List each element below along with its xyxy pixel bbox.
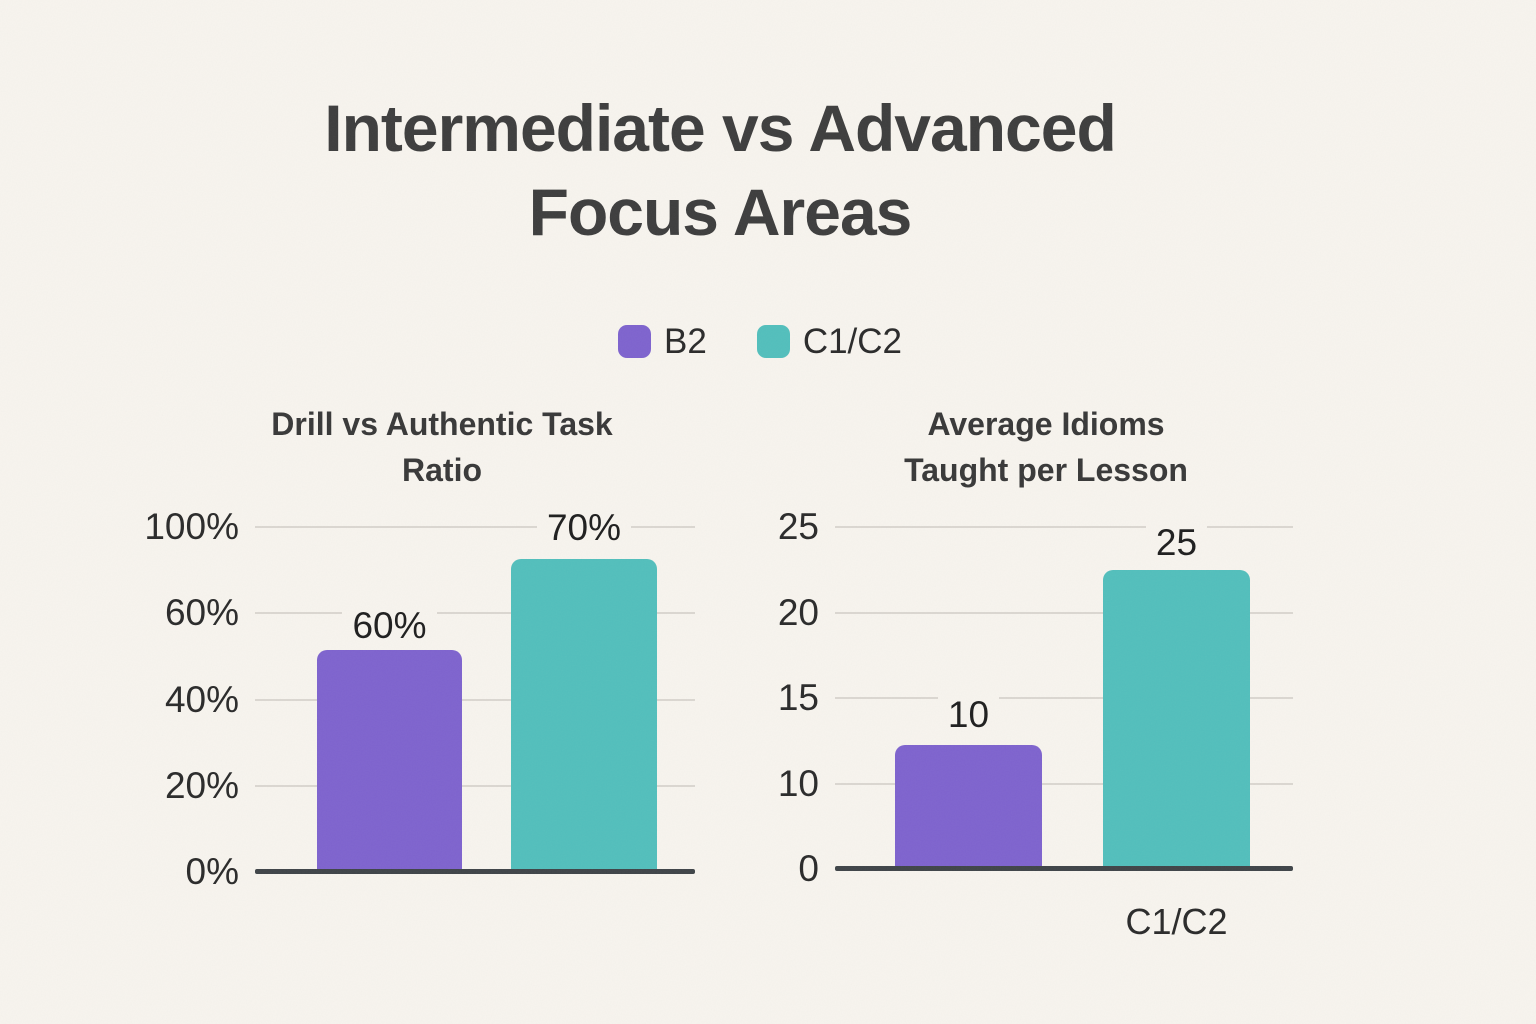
left-chart-title: Drill vs Authentic Task Ratio [192,401,692,493]
legend-item-b2: B2 [618,324,707,359]
legend-swatch-b2-icon [618,325,651,358]
left-chart-title-line2: Ratio [402,452,482,488]
left-bar-c1c2 [511,559,657,872]
right-ytick-20: 20 [777,591,819,633]
right-value-label-b2: 10 [895,692,1042,738]
page-title-line2: Focus Areas [528,175,913,249]
left-ytick-20: 20% [164,764,239,806]
legend-item-c1c2: C1/C2 [756,322,903,361]
left-ytick-40: 40% [164,678,239,720]
legend-label-b2: B2 [664,322,707,361]
right-ytick-10: 10 [777,762,819,804]
right-chart-plot: 25 20 15 10 0 10 25 C1/C2 [778,506,1293,942]
left-bar-b2 [317,650,462,872]
right-bar-c1c2 [1103,570,1250,869]
right-xtick-c1c2: C1/C2 [1125,901,1228,942]
right-x-axis-line [835,866,1293,871]
left-ytick-100: 100% [144,506,239,547]
right-ytick-25: 25 [777,506,819,547]
right-chart-title: Average Idioms Taught per Lesson [796,401,1296,493]
left-value-label-b2: 60% [317,603,462,649]
right-chart-title-line2: Taught per Lesson [904,452,1188,488]
right-bar-b2 [895,745,1042,869]
left-value-label-c1c2: 70% [511,505,657,551]
legend-swatch-c1c2-icon [756,325,790,358]
left-ytick-0: 0% [185,851,239,892]
left-chart-plot: 100% 60% 40% 20% 0% 60% 70% [144,505,695,892]
chart-legend: B2 C1/C2 [618,324,902,359]
legend-label-c1c2: C1/C2 [802,322,903,361]
left-ytick-60: 60% [164,592,239,634]
page-title-line1: Intermediate vs Advanced [324,91,1117,165]
page-title: Intermediate vs Advanced Focus Areas [0,86,1440,254]
right-ytick-15: 15 [777,677,819,718]
left-x-axis-line [255,869,695,874]
right-chart-title-line1: Average Idioms [927,406,1165,442]
right-value-label-c1c2: 25 [1103,520,1250,566]
left-chart-title-line1: Drill vs Authentic Task [271,406,613,442]
